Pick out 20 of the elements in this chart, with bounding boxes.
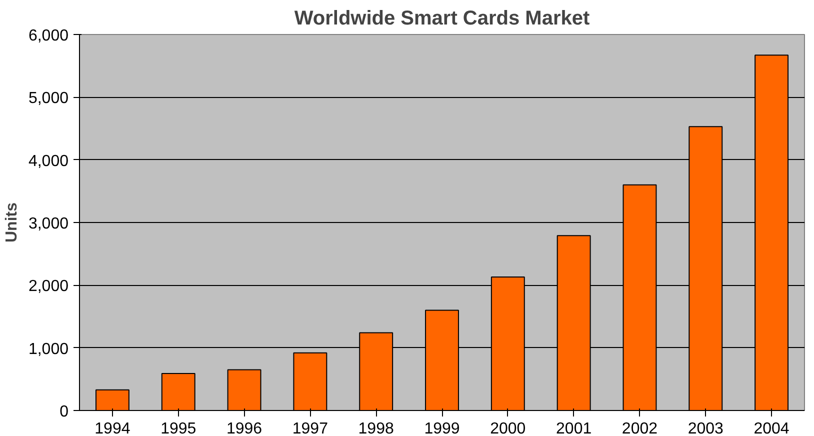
- y-tick-label: 0: [60, 404, 69, 420]
- x-tick-label: 1997: [292, 420, 328, 436]
- x-tick-label: 1994: [94, 420, 130, 436]
- x-tick-label: 1996: [226, 420, 262, 436]
- y-tick-label: 5,000: [28, 90, 69, 108]
- x-tick-label: 1995: [160, 420, 196, 436]
- x-tick-label: 1998: [358, 420, 394, 436]
- x-tick-label: 2001: [556, 420, 592, 436]
- y-tick-label: 2,000: [28, 278, 69, 296]
- x-tick-label: 1999: [424, 420, 460, 436]
- y-axis-title: Units: [3, 202, 20, 242]
- x-tick-label: 2004: [754, 420, 790, 436]
- y-tick-label: 6,000: [28, 28, 69, 44]
- y-tick-label: 3,000: [28, 216, 69, 232]
- chart-title: Worldwide Smart Cards Market: [294, 8, 590, 30]
- y-tick-label: 1,000: [28, 340, 69, 358]
- x-tick-label: 2002: [622, 420, 658, 436]
- x-tick-label: 2003: [688, 420, 724, 436]
- y-tick-label: 4,000: [28, 152, 69, 170]
- x-tick-label: 2000: [490, 420, 526, 436]
